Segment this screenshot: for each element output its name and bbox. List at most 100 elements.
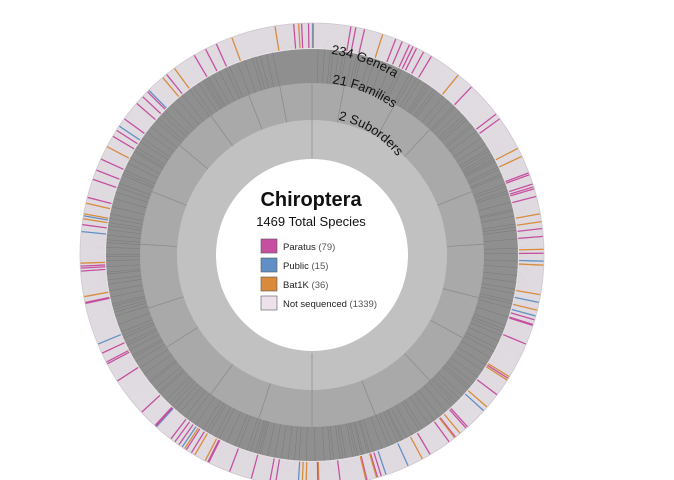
species-mark <box>186 59 201 81</box>
species-mark <box>485 367 507 382</box>
species-mark <box>372 452 381 477</box>
family-divider <box>148 296 184 309</box>
species-mark <box>514 298 539 305</box>
species-mark <box>415 54 429 76</box>
species-mark <box>122 373 143 389</box>
species-mark <box>501 161 525 172</box>
species-mark <box>427 426 443 448</box>
species-mark <box>121 373 143 388</box>
species-mark <box>250 31 258 56</box>
species-mark <box>485 368 507 382</box>
species-mark <box>118 125 141 141</box>
species-mark <box>453 405 471 425</box>
species-mark <box>518 248 544 251</box>
genus-divider <box>306 426 308 461</box>
species-mark <box>340 25 345 51</box>
genus-divider <box>255 56 266 90</box>
genus-divider <box>384 68 400 100</box>
species-mark <box>240 451 249 476</box>
species-mark <box>484 127 507 142</box>
species-mark <box>81 225 107 229</box>
species-mark <box>239 451 248 476</box>
species-mark <box>176 422 192 444</box>
species-mark <box>516 288 541 293</box>
species-mark <box>447 79 464 99</box>
species-mark <box>233 449 243 474</box>
species-mark <box>109 356 132 370</box>
species-mark <box>369 32 377 57</box>
species-mark <box>503 333 527 344</box>
species-mark <box>115 130 138 145</box>
legend-name: Paratus <box>283 242 318 253</box>
species-mark <box>437 419 454 440</box>
species-mark <box>116 366 138 381</box>
species-mark <box>347 26 353 52</box>
species-mark <box>345 26 351 51</box>
species-mark <box>146 92 165 110</box>
genus-divider <box>136 147 166 166</box>
species-mark <box>133 106 154 123</box>
species-mark <box>279 459 284 480</box>
species-mark <box>142 395 161 414</box>
species-mark <box>112 360 135 374</box>
species-mark <box>186 429 201 451</box>
species-mark <box>167 72 184 93</box>
species-mark <box>418 432 432 455</box>
species-mark <box>322 23 324 49</box>
species-mark <box>349 26 355 52</box>
species-mark <box>123 375 144 391</box>
species-mark <box>478 378 499 394</box>
species-mark <box>438 418 455 439</box>
legend-name: Bat1K <box>283 280 312 291</box>
species-mark <box>90 316 115 325</box>
genus-divider <box>414 393 435 421</box>
species-mark <box>241 452 250 477</box>
species-mark <box>90 186 115 195</box>
genus-divider <box>327 49 331 84</box>
species-mark <box>489 135 512 150</box>
species-mark <box>117 127 140 142</box>
species-mark <box>509 316 534 326</box>
species-mark <box>512 197 537 204</box>
species-mark <box>91 320 116 329</box>
genus-divider <box>370 416 383 449</box>
species-mark <box>222 446 233 470</box>
species-mark <box>319 461 321 480</box>
genus-divider <box>238 415 251 448</box>
species-mark <box>456 89 475 108</box>
species-mark <box>92 322 117 332</box>
species-mark <box>506 176 531 186</box>
species-mark <box>160 79 177 99</box>
species-mark <box>508 321 532 330</box>
species-mark <box>515 293 540 299</box>
species-mark <box>502 336 526 347</box>
species-mark <box>231 37 242 61</box>
species-mark <box>409 436 424 460</box>
species-mark <box>82 287 108 292</box>
genus-divider <box>314 426 316 461</box>
species-mark <box>210 46 222 69</box>
species-mark <box>126 379 147 395</box>
species-mark <box>108 355 132 368</box>
species-mark <box>188 430 203 452</box>
species-mark <box>323 23 326 49</box>
species-mark <box>375 451 384 476</box>
species-mark <box>106 351 129 364</box>
genus-divider <box>337 51 344 86</box>
species-mark <box>262 28 268 53</box>
species-mark <box>492 142 515 155</box>
species-mark <box>365 30 373 56</box>
species-mark <box>87 306 112 314</box>
species-mark <box>113 135 135 149</box>
species-mark <box>518 266 544 269</box>
species-mark <box>180 63 196 85</box>
species-mark <box>97 165 122 176</box>
species-mark <box>503 166 527 177</box>
species-mark <box>274 25 280 51</box>
species-mark <box>518 272 544 276</box>
species-mark <box>86 201 111 209</box>
species-mark <box>198 52 211 75</box>
species-mark <box>82 220 108 225</box>
species-mark <box>125 117 146 133</box>
species-mark <box>338 460 342 480</box>
